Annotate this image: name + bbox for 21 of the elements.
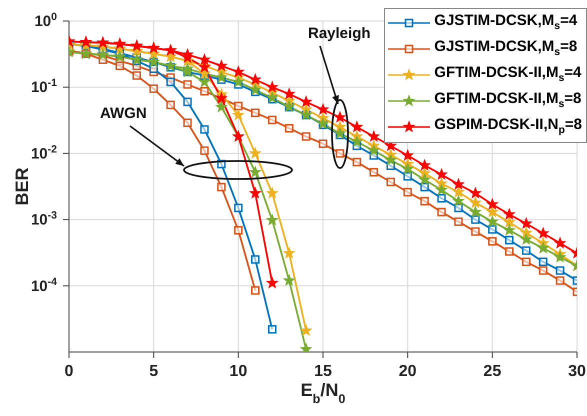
y-tick-label: 10$^{-3}$ bbox=[30, 210, 58, 229]
x-tick-label: 10 bbox=[229, 363, 248, 380]
legend-label: GSPIM-DCSK-II,N$_{p}$=8 bbox=[434, 116, 582, 136]
x-tick-label: 20 bbox=[398, 363, 417, 380]
x-axis-title: E$_{b}$/N$_{0}$ bbox=[300, 380, 346, 406]
y-tick-label: 10$^{-2}$ bbox=[30, 143, 58, 162]
legend-label: GJSTIM-DCSK,M$_{s}$=8 bbox=[434, 38, 578, 58]
y-tick-label: 10$^{0}$ bbox=[34, 11, 58, 30]
y-tick-label: 10$^{-1}$ bbox=[30, 77, 58, 96]
legend-label: GJSTIM-DCSK,M$_{s}$=4 bbox=[434, 12, 578, 32]
legend-label: GFTIM-DCSK-II,M$_{s}$=4 bbox=[434, 64, 582, 84]
annotation: AWGN bbox=[100, 105, 147, 122]
x-tick-label: 15 bbox=[314, 363, 332, 380]
y-axis-title: BER bbox=[12, 167, 32, 206]
x-tick-label: 0 bbox=[64, 363, 74, 380]
x-tick-label: 30 bbox=[568, 363, 586, 380]
annotation: Rayleigh bbox=[308, 25, 371, 42]
x-tick-label: 25 bbox=[483, 363, 502, 380]
x-tick-label: 5 bbox=[149, 363, 158, 380]
y-tick-label: 10$^{-4}$ bbox=[30, 276, 58, 295]
legend-label: GFTIM-DCSK-II,M$_{s}$=8 bbox=[434, 90, 582, 110]
